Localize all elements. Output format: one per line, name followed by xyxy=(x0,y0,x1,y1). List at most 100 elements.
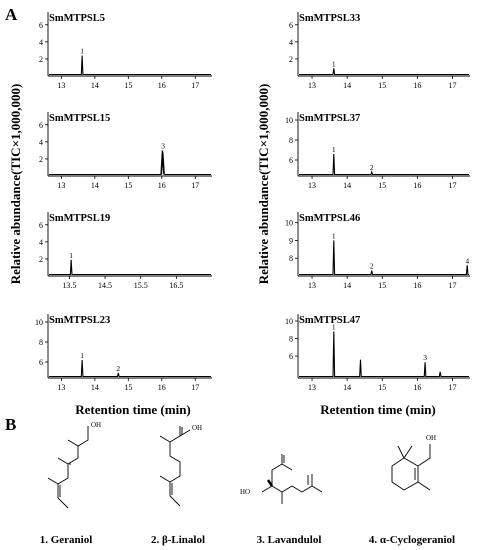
x-tick-label: 14 xyxy=(343,383,351,392)
compound-name-3: 3. Lavandulol xyxy=(257,534,322,546)
peak-label: 2 xyxy=(370,262,374,271)
x-tick-label: 14 xyxy=(91,81,99,90)
y-tick-label: 8 xyxy=(39,338,43,347)
chromatogram-panel-1: SmMTPSL5 2 4 6 13 14 15 16 17 1 xyxy=(39,12,212,90)
peak-label: 3 xyxy=(423,353,427,362)
chromatogram-panel-4: SmMTPSL23 6 8 10 13 14 15 16 17 1 2 xyxy=(35,314,212,392)
y-tick-label: 4 xyxy=(39,38,43,47)
x-tick-label: 17 xyxy=(448,383,456,392)
chromatogram-trace xyxy=(299,153,469,176)
chromatogram-panel-2: SmMTPSL15 2 4 6 13 14 15 16 17 3 xyxy=(39,112,212,190)
chromatogram-panel-5: SmMTPSL33 2 4 6 13 14 15 16 17 1 xyxy=(289,12,470,90)
y-tick-label: 2 xyxy=(39,255,43,264)
peak-label: 1 xyxy=(332,231,336,240)
panel-title: SmMTPSL46 xyxy=(299,213,360,224)
x-tick-label: 16 xyxy=(413,383,421,392)
chromatogram-trace xyxy=(299,68,469,76)
x-tick-label: 17 xyxy=(191,81,199,90)
x-tick-label: 16 xyxy=(413,281,421,290)
lavandulol-oh-label: HO xyxy=(240,488,250,496)
y-tick-label: 6 xyxy=(289,352,293,361)
x-axis-label-left: Retention time (min) xyxy=(75,402,191,417)
x-tick-label: 15.5 xyxy=(134,281,148,290)
compound-name-4: 4. α-Cyclogeraniol xyxy=(369,534,455,546)
y-tick-label: 2 xyxy=(289,55,293,64)
x-tick-label: 13 xyxy=(57,81,65,90)
y-tick-label: 8 xyxy=(289,136,293,145)
geraniol-structure xyxy=(47,426,89,509)
peak-label: 2 xyxy=(116,364,120,373)
y-tick-label: 6 xyxy=(39,21,43,30)
x-tick-label: 14 xyxy=(343,281,351,290)
x-tick-label: 16.5 xyxy=(169,281,183,290)
x-tick-label: 14 xyxy=(343,181,351,190)
peak-label: 1 xyxy=(332,323,336,332)
x-tick-label: 14 xyxy=(91,181,99,190)
compound-name-2: 2. β-Linalol xyxy=(151,534,205,546)
y-tick-label: 10 xyxy=(35,318,43,327)
x-axis-label-right: Retention time (min) xyxy=(320,402,436,417)
x-tick-label: 16 xyxy=(413,181,421,190)
chromatogram-panel-6: SmMTPSL37 6 8 10 13 14 15 16 17 1 2 xyxy=(285,112,470,190)
y-tick-label: 8 xyxy=(289,254,293,263)
lavandulol-structure xyxy=(261,454,323,504)
y-tick-label: 4 xyxy=(39,138,43,147)
y-tick-label: 8 xyxy=(289,335,293,344)
x-tick-label: 16 xyxy=(158,81,166,90)
peak-label: 1 xyxy=(332,145,336,154)
x-tick-label: 13 xyxy=(57,383,65,392)
x-tick-label: 17 xyxy=(191,383,199,392)
panel-title: SmMTPSL23 xyxy=(49,315,110,326)
y-tick-label: 10 xyxy=(285,317,293,326)
chromatogram-trace xyxy=(49,359,211,378)
peak-label: 1 xyxy=(80,47,84,56)
y-tick-label: 6 xyxy=(39,358,43,367)
y-tick-label: 10 xyxy=(285,116,293,125)
chromatogram-trace xyxy=(49,55,211,76)
x-tick-label: 16 xyxy=(158,383,166,392)
x-tick-label: 15 xyxy=(378,81,386,90)
y-tick-label: 6 xyxy=(289,21,293,30)
linalool-structure xyxy=(159,426,191,507)
panel-title: SmMTPSL19 xyxy=(49,213,110,224)
x-tick-label: 17 xyxy=(448,181,456,190)
chromatogram-trace xyxy=(299,331,469,378)
y-axis-label-right: Relative abundance(TIC×1,000,000) xyxy=(256,84,271,285)
x-tick-label: 15 xyxy=(378,181,386,190)
peak-label: 1 xyxy=(80,351,84,360)
panel-b-label: B xyxy=(5,415,16,434)
x-tick-label: 13 xyxy=(308,383,316,392)
x-tick-label: 15 xyxy=(378,281,386,290)
x-tick-label: 17 xyxy=(191,181,199,190)
x-tick-label: 15 xyxy=(124,181,132,190)
y-tick-label: 10 xyxy=(285,219,293,228)
x-tick-label: 16 xyxy=(413,81,421,90)
compound-name-1: 1. Geraniol xyxy=(40,534,93,546)
y-axis-label-left: Relative abundance(TIC×1,000,000) xyxy=(8,84,23,285)
y-tick-label: 9 xyxy=(289,236,293,245)
y-tick-label: 2 xyxy=(39,155,43,164)
peak-label: 1 xyxy=(332,59,336,68)
x-tick-label: 16 xyxy=(158,181,166,190)
chromatogram-trace xyxy=(49,150,211,176)
y-tick-label: 4 xyxy=(289,38,293,47)
peak-label: 2 xyxy=(370,163,374,172)
x-tick-label: 13 xyxy=(308,181,316,190)
peak-label: 3 xyxy=(161,141,165,150)
chromatogram-trace xyxy=(299,240,469,276)
cyclogeraniol-oh-label: OH xyxy=(426,434,436,442)
x-tick-label: 14.5 xyxy=(98,281,112,290)
chromatogram-panel-7: SmMTPSL46 8 9 10 13 14 15 16 17 1 2 4 xyxy=(285,212,470,290)
x-tick-label: 13 xyxy=(308,81,316,90)
y-tick-label: 2 xyxy=(39,55,43,64)
panel-title: SmMTPSL5 xyxy=(49,13,105,24)
x-tick-label: 15 xyxy=(124,81,132,90)
panel-title: SmMTPSL37 xyxy=(299,113,360,124)
panel-a-label: A xyxy=(5,5,18,24)
y-tick-label: 6 xyxy=(39,121,43,130)
cyclogeraniol-structure xyxy=(391,444,431,491)
chromatogram-panel-3: SmMTPSL19 2 4 6 13.5 14.5 15.5 16.5 1 xyxy=(39,212,212,290)
